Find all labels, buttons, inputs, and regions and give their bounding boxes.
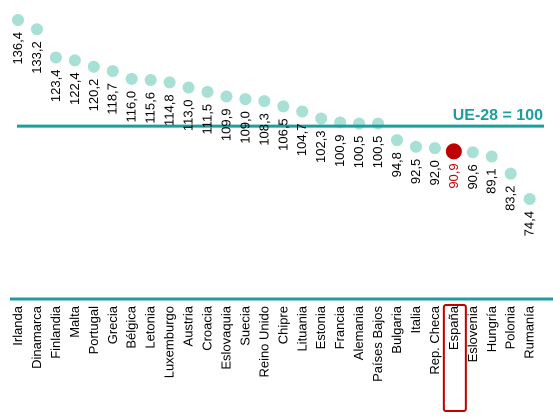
data-point	[391, 134, 403, 147]
category-label: Malta	[67, 305, 82, 338]
category-label: Irlanda	[10, 305, 25, 346]
data-point	[182, 81, 195, 94]
reference-line-label: UE-28 = 100	[453, 107, 543, 124]
data-point	[68, 54, 81, 67]
data-point	[201, 85, 214, 98]
data-point	[523, 193, 536, 205]
data-point	[144, 74, 157, 87]
category-label: Bulgaria	[389, 305, 404, 353]
data-point	[315, 112, 328, 125]
category-label: Reino Unido	[256, 306, 271, 378]
data-point	[372, 117, 385, 130]
value-label: 136,4	[10, 32, 25, 65]
data-point	[49, 51, 62, 64]
value-label: 123,4	[48, 70, 63, 103]
category-label: Eslovenia	[465, 305, 480, 362]
data-point	[296, 105, 309, 118]
category-label: Austria	[181, 305, 196, 346]
category-label: Letonia	[143, 305, 158, 348]
category-label: Suecia	[237, 305, 252, 346]
data-point	[163, 76, 176, 89]
highlight-box	[442, 304, 467, 412]
value-label: 111,5	[200, 104, 215, 135]
category-labels: Irlanda Dinamarca Finlandia Malta Portugal Gr…	[10, 304, 537, 412]
data-point-highlight	[445, 143, 462, 160]
data-point	[258, 95, 271, 108]
data-point	[409, 140, 422, 153]
category-label: Países Bajos	[370, 306, 385, 382]
value-label: 94,8	[389, 152, 404, 177]
category-label: Portugal	[86, 306, 101, 355]
value-label: 100,9	[332, 134, 347, 167]
category-label: Francia	[332, 305, 347, 349]
category-label-highlight: España	[446, 305, 461, 350]
value-label: 116,0	[124, 91, 139, 123]
data-point	[353, 117, 366, 130]
value-label: 92,5	[408, 159, 423, 184]
data-point	[106, 65, 119, 78]
category-label: Hungría	[484, 305, 499, 352]
value-label: 104,7	[294, 124, 309, 157]
category-label: Alemania	[351, 305, 366, 360]
category-label: Luxemburgo	[162, 306, 177, 378]
category-label: Estonia	[313, 305, 328, 349]
data-point	[125, 72, 138, 85]
data-point	[239, 93, 252, 106]
value-label: 74,4	[522, 211, 537, 236]
value-label: 113,0	[181, 100, 196, 132]
category-label: Chipre	[275, 306, 290, 344]
value-label: 109,9	[218, 109, 233, 142]
value-label: 92,0	[427, 160, 442, 185]
value-label: 90,9	[446, 163, 461, 188]
value-label: 108,3	[256, 113, 271, 146]
value-label: 83,2	[503, 186, 518, 211]
data-point	[277, 100, 290, 113]
category-label: Croacia	[200, 305, 215, 351]
category-label: Dinamarca	[29, 305, 44, 369]
value-label: 115,6	[143, 92, 158, 124]
value-label: 106,5	[275, 118, 290, 151]
data-point	[504, 167, 517, 180]
value-label: 109,0	[237, 111, 252, 144]
category-label: Lituania	[294, 305, 309, 351]
value-label: 90,6	[465, 164, 480, 189]
data-point	[485, 150, 498, 163]
data-point	[12, 14, 24, 26]
category-label: Polonia	[503, 305, 518, 349]
data-point	[428, 142, 441, 155]
category-label: Finlandia	[48, 305, 63, 359]
category-label: Italia	[408, 305, 423, 333]
value-label: 102,3	[313, 130, 328, 163]
data-point	[220, 90, 233, 103]
data-points	[12, 14, 536, 205]
category-label: Rumanía	[522, 305, 537, 359]
category-label: Grecia	[105, 305, 120, 344]
data-point	[87, 60, 100, 73]
value-label: 114,8	[162, 94, 177, 126]
value-label: 133,2	[29, 41, 44, 74]
category-label: Bélgica	[124, 305, 139, 348]
value-label: 118,7	[105, 83, 120, 115]
value-label: 100,5	[351, 136, 366, 169]
reference-line-group: UE-28 = 100	[17, 107, 544, 128]
data-point	[466, 146, 479, 159]
value-label: 100,5	[370, 136, 385, 169]
category-label: Eslovaquia	[218, 305, 233, 369]
data-point	[30, 23, 43, 36]
value-label: 122,4	[67, 72, 82, 105]
value-label: 89,1	[484, 169, 499, 194]
value-labels: 136,4 133,2 123,4 122,4 120,2 118,7 116,0 115,6…	[10, 32, 537, 236]
category-label: Rep. Checa	[427, 305, 442, 374]
value-label: 120,2	[86, 79, 101, 112]
